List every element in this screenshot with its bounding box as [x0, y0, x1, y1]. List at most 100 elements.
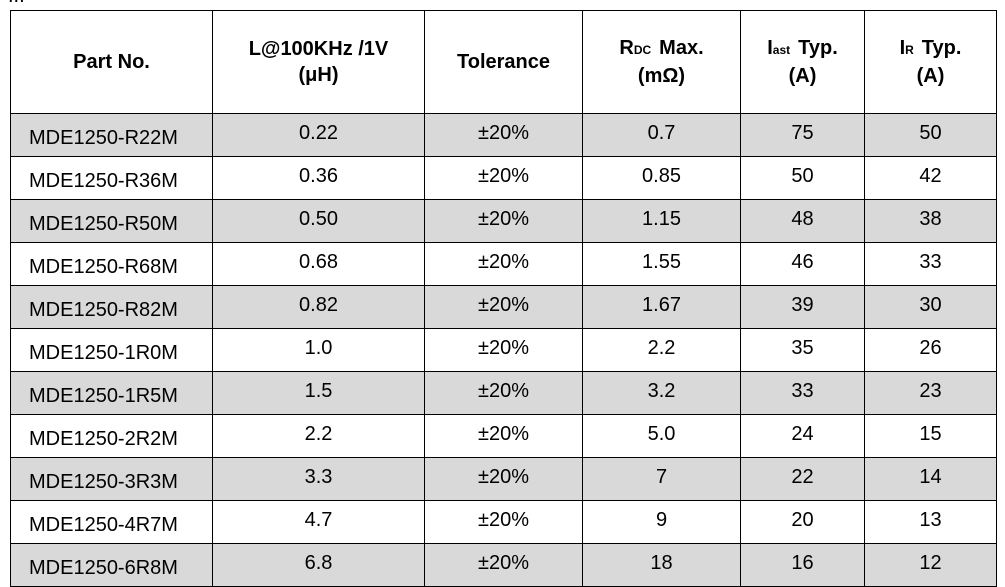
header-part-label: Part No.	[73, 51, 150, 73]
cell-inductance: 2.2	[212, 414, 425, 458]
header-inductance-unit: (μH)	[298, 64, 339, 86]
cell-inductance: 0.82	[212, 285, 425, 329]
cell-rdc: 9	[582, 500, 741, 544]
cell-inductance: 0.68	[212, 242, 425, 286]
cell-part-no: MDE1250-R82M	[10, 285, 213, 329]
rdc-suffix: Max.	[659, 37, 704, 59]
table-row: MDE1250-4R7M 4.7 ±20% 9 20 13	[10, 500, 997, 544]
table-row: MDE1250-R36M 0.36 ±20% 0.85 50 42	[10, 156, 997, 200]
ir-suffix: Typ.	[921, 37, 962, 59]
isat-symbol: I	[767, 37, 773, 59]
cell-ir: 15	[864, 414, 997, 458]
cell-part-no: MDE1250-R22M	[10, 113, 213, 157]
cell-part-no: MDE1250-6R8M	[10, 543, 213, 587]
cell-isat: 50	[740, 156, 865, 200]
cell-isat: 75	[740, 113, 865, 157]
cell-tolerance: ±20%	[424, 457, 583, 501]
header-inductance: L@100KHz /1V (μH)	[212, 10, 425, 114]
rdc-subscript: DC	[633, 43, 652, 57]
cell-ir: 42	[864, 156, 997, 200]
cell-part-no: MDE1250-1R0M	[10, 328, 213, 372]
header-ir: IR Typ. (A)	[864, 10, 997, 114]
cell-inductance: 3.3	[212, 457, 425, 501]
cell-ir: 23	[864, 371, 997, 415]
cell-tolerance: ±20%	[424, 500, 583, 544]
cell-part-no: MDE1250-4R7M	[10, 500, 213, 544]
cell-isat: 35	[740, 328, 865, 372]
header-rdc-label: RDC Max.	[584, 35, 740, 63]
rdc-symbol: R	[619, 37, 634, 59]
cell-ir: 12	[864, 543, 997, 587]
cell-tolerance: ±20%	[424, 328, 583, 372]
header-isat: Iast Typ. (A)	[740, 10, 865, 114]
cell-rdc: 18	[582, 543, 741, 587]
cell-rdc: 1.15	[582, 199, 741, 243]
cell-inductance: 0.22	[212, 113, 425, 157]
table-caption: ...	[8, 0, 25, 6]
spec-table: Part No. L@100KHz /1V (μH) Tolerance RDC…	[10, 10, 997, 587]
table-row: MDE1250-1R5M 1.5 ±20% 3.2 33 23	[10, 371, 997, 415]
header-ir-label: IR Typ.	[866, 35, 996, 63]
table-body: MDE1250-R22M 0.22 ±20% 0.7 75 50 MDE1250-R36M 0…	[10, 113, 997, 587]
cell-rdc: 1.67	[582, 285, 741, 329]
cell-tolerance: ±20%	[424, 371, 583, 415]
cell-ir: 30	[864, 285, 997, 329]
cell-inductance: 0.36	[212, 156, 425, 200]
cell-rdc: 3.2	[582, 371, 741, 415]
cell-tolerance: ±20%	[424, 242, 583, 286]
cell-isat: 24	[740, 414, 865, 458]
cell-ir: 38	[864, 199, 997, 243]
header-tolerance-label: Tolerance	[457, 51, 550, 73]
cell-isat: 22	[740, 457, 865, 501]
table-row: MDE1250-1R0M 1.0 ±20% 2.2 35 26	[10, 328, 997, 372]
table-row: MDE1250-R82M 0.82 ±20% 1.67 39 30	[10, 285, 997, 329]
cell-part-no: MDE1250-R50M	[10, 199, 213, 243]
header-isat-label: Iast Typ.	[742, 35, 864, 63]
table-row: MDE1250-2R2M 2.2 ±20% 5.0 24 15	[10, 414, 997, 458]
cell-tolerance: ±20%	[424, 113, 583, 157]
header-tolerance: Tolerance	[424, 10, 583, 114]
header-row: Part No. L@100KHz /1V (μH) Tolerance RDC…	[10, 10, 997, 114]
cell-isat: 39	[740, 285, 865, 329]
header-part-no: Part No.	[10, 10, 213, 114]
cell-ir: 26	[864, 328, 997, 372]
cell-inductance: 1.5	[212, 371, 425, 415]
cell-rdc: 7	[582, 457, 741, 501]
table-row: MDE1250-R68M 0.68 ±20% 1.55 46 33	[10, 242, 997, 286]
cell-inductance: 6.8	[212, 543, 425, 587]
cell-tolerance: ±20%	[424, 414, 583, 458]
cell-part-no: MDE1250-R68M	[10, 242, 213, 286]
table-row: MDE1250-6R8M 6.8 ±20% 18 16 12	[10, 543, 997, 587]
cell-inductance: 4.7	[212, 500, 425, 544]
cell-rdc: 0.85	[582, 156, 741, 200]
header-isat-unit: (A)	[788, 65, 817, 87]
cell-tolerance: ±20%	[424, 543, 583, 587]
cell-rdc: 1.55	[582, 242, 741, 286]
cell-tolerance: ±20%	[424, 285, 583, 329]
header-rdc-unit: (mΩ)	[637, 65, 686, 87]
cell-isat: 33	[740, 371, 865, 415]
cell-inductance: 1.0	[212, 328, 425, 372]
cell-rdc: 5.0	[582, 414, 741, 458]
cell-rdc: 0.7	[582, 113, 741, 157]
cell-tolerance: ±20%	[424, 156, 583, 200]
cell-isat: 46	[740, 242, 865, 286]
cell-isat: 48	[740, 199, 865, 243]
cell-part-no: MDE1250-1R5M	[10, 371, 213, 415]
header-rdc: RDC Max. (mΩ)	[582, 10, 741, 114]
cell-isat: 16	[740, 543, 865, 587]
isat-subscript: ast	[772, 43, 791, 57]
cell-ir: 50	[864, 113, 997, 157]
cell-part-no: MDE1250-2R2M	[10, 414, 213, 458]
cell-part-no: MDE1250-R36M	[10, 156, 213, 200]
ir-symbol: I	[899, 37, 906, 59]
ir-subscript: R	[905, 43, 914, 57]
isat-suffix: Typ.	[798, 37, 838, 59]
table-row: MDE1250-3R3M 3.3 ±20% 7 22 14	[10, 457, 997, 501]
cell-ir: 33	[864, 242, 997, 286]
table-row: MDE1250-R50M 0.50 ±20% 1.15 48 38	[10, 199, 997, 243]
cell-tolerance: ±20%	[424, 199, 583, 243]
cell-isat: 20	[740, 500, 865, 544]
cell-ir: 13	[864, 500, 997, 544]
cell-inductance: 0.50	[212, 199, 425, 243]
